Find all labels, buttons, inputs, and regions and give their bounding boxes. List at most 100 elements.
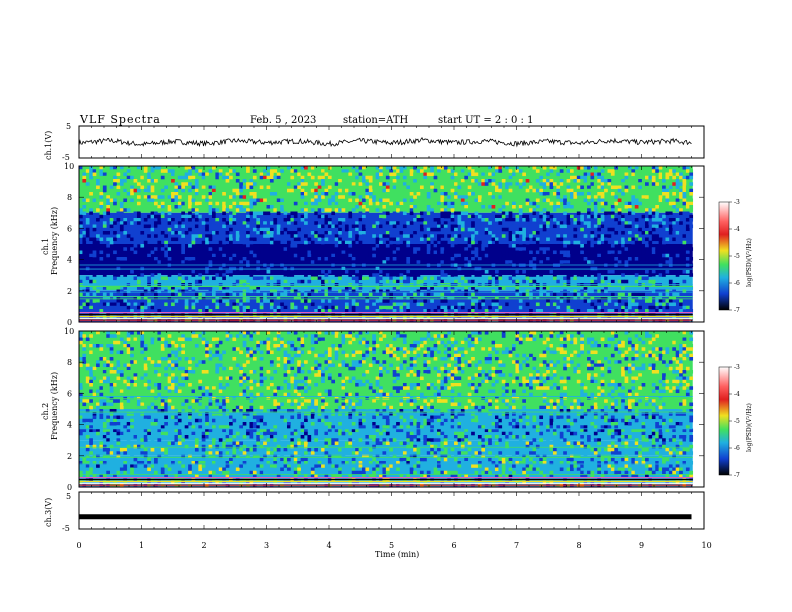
spectrogram-cell [379,172,383,177]
spectrogram-cell [604,211,608,216]
spectrogram-cell [96,418,100,423]
spectrogram-cell [130,353,134,358]
spectrogram-cell [211,257,216,261]
spectrogram-cell [300,195,305,199]
spectrogram-cell [351,276,356,281]
spectrogram-cell [106,192,110,196]
spectrogram-cell [675,218,680,222]
spectrogram-cell [208,344,213,348]
spectrogram-cell [338,172,342,177]
spectrogram-cell [494,195,499,199]
spectrogram-cell [685,244,690,248]
spectrogram-cell [460,227,465,232]
spectrogram-cell [621,172,625,177]
spectrogram-cell [160,331,165,335]
spectrogram-cell [79,396,83,400]
spectrogram-cell [109,175,114,180]
spectrogram-cell [225,179,230,183]
spectrogram-cell [194,292,199,297]
spectrogram-cell [655,166,659,170]
spectrogram-cell [310,276,315,281]
spectrogram-cell [154,405,158,410]
spectrogram-cell [229,224,233,229]
spectrogram-cell [494,188,499,193]
spectrogram-cell [123,172,128,177]
spectrogram-cell [351,208,356,212]
spectrogram-cell [665,224,670,229]
spectrogram-cell [573,276,578,281]
spectrogram-cell [689,201,694,206]
spectrogram-cell [307,270,312,274]
spectrogram-cell [160,444,165,449]
spectrogram-cell [181,224,186,229]
spectrogram-cell [133,405,138,410]
spectrogram-cell [205,224,209,229]
spectrogram-cell [273,224,278,229]
spectrogram-cell [109,383,114,387]
spectrogram-cell [552,218,557,222]
spectrogram-cell [119,289,124,294]
spectrogram-cell [102,286,107,290]
spectrogram-cell [559,188,564,193]
spectrogram-cell [167,208,172,212]
spectrogram-cell [317,169,322,173]
spectrogram-cell [668,296,673,300]
spectrogram-cell [351,250,356,255]
spectrogram-cell [443,182,448,186]
spectrogram-cell [590,250,595,255]
spectrogram-cell [358,201,363,206]
spectrogram-cell [627,299,632,303]
spectrogram-cell [106,237,110,242]
spectrogram-cell [365,208,370,212]
spectrogram-cell [440,292,445,297]
spectrogram-cell [113,370,117,374]
spectrogram-cell [229,175,233,180]
spectrogram-cell [188,227,192,232]
spectrogram-cell [617,250,622,255]
spectrogram-cell [79,418,83,423]
spectrogram-cell [85,376,90,381]
spectrogram-cell [96,454,100,459]
spectrogram-cell [488,205,492,209]
spectrogram-cell [310,231,315,235]
spectrogram-cell [99,409,104,413]
spectrogram-cell [113,175,117,180]
spectrogram-cell [440,218,445,222]
spectrogram-cell [136,273,141,277]
spectrogram-cell [140,334,145,338]
spectrogram-cell [522,234,526,238]
spectrogram-cell [150,257,155,261]
spectrogram-cell [92,224,97,229]
spectrogram-cell [290,289,295,294]
spectrogram-cell [597,205,601,209]
spectrogram-cell [106,415,110,420]
spectrogram-cell [85,363,90,368]
spectrogram-cell [143,448,148,452]
spectrogram-cell [549,214,554,219]
spectrogram-cell [406,253,411,258]
spectrogram-cell [525,289,530,294]
spectrogram-cell [242,309,247,313]
spectrogram-cell [546,182,550,186]
spectrogram-cell [338,188,342,193]
spectrogram-cell [167,467,172,472]
spectrogram-cell [689,192,694,196]
spectrogram-cell [464,292,469,297]
spectrogram-cell [498,188,503,193]
spectrogram-cell [597,185,601,190]
spectrogram-cell [317,260,322,264]
spectrogram-cell [109,386,114,390]
spectrogram-cell [191,266,196,271]
spectrogram-cell [154,247,158,251]
spectrogram-cell [310,260,315,264]
spectrogram-cell [648,208,653,212]
spectrogram-cell [140,244,145,248]
spectrogram-cell [651,169,656,173]
spectrogram-cell [290,305,295,310]
spectrogram-cell [645,237,649,242]
spectrogram-cell [167,221,172,225]
spectrogram-cell [102,379,107,384]
spectrogram-cell [583,257,588,261]
spectrogram-cell [232,169,237,173]
spectrogram-cell [99,172,104,177]
